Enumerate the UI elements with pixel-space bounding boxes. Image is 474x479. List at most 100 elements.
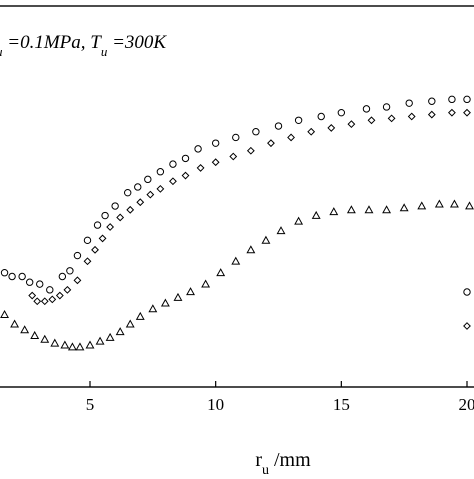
x-axis-title: ru /mm: [255, 449, 311, 474]
data-points: [1, 96, 473, 350]
circle-point: [59, 273, 65, 279]
triangle-point: [348, 206, 355, 212]
circle-point: [67, 268, 73, 274]
triangle-point: [61, 341, 68, 347]
circle-point: [338, 109, 344, 115]
triangle-point: [313, 212, 320, 218]
triangle-point: [401, 204, 408, 210]
triangle-point: [174, 294, 181, 300]
triangle-point: [51, 340, 58, 346]
circle-point: [170, 161, 176, 167]
circle-point: [125, 189, 131, 195]
triangle-point: [96, 338, 103, 344]
triangle-point: [149, 305, 156, 311]
diamond-point: [388, 115, 394, 121]
triangle-point: [76, 343, 83, 349]
triangle-point: [137, 313, 144, 319]
triangle-point: [466, 202, 473, 208]
diamond-point: [328, 125, 334, 131]
x-tick-label: 10: [207, 395, 224, 414]
x-tick-label: 5: [86, 395, 95, 414]
circle-point: [1, 270, 7, 276]
diamond-point: [197, 165, 203, 171]
legend: [464, 289, 470, 329]
diamond-point: [288, 134, 294, 140]
diamond-point: [84, 258, 90, 264]
diamond-point: [117, 214, 123, 220]
circle-point: [135, 184, 141, 190]
plot-frame: [0, 6, 474, 387]
triangle-point: [1, 311, 8, 317]
triangle-point: [277, 227, 284, 233]
circle-point: [233, 134, 239, 140]
diamond-point: [268, 140, 274, 146]
diamond-point: [464, 109, 470, 115]
circle-point: [383, 104, 389, 110]
triangle-point: [11, 321, 18, 327]
triangle-point: [418, 202, 425, 208]
circle-point: [253, 129, 259, 135]
diamond-point: [137, 199, 143, 205]
circle-point: [449, 96, 455, 102]
circle-point: [102, 212, 108, 218]
diamond-point: [57, 292, 63, 298]
diamond-point: [308, 129, 314, 135]
diamond-point: [409, 113, 415, 119]
circle-point: [464, 289, 470, 295]
circle-point: [195, 146, 201, 152]
triangle-point: [383, 206, 390, 212]
diamond-point: [29, 292, 35, 298]
diamond-point: [92, 247, 98, 253]
diamond-point: [248, 148, 254, 154]
triangle-point: [451, 201, 458, 207]
diamond-point: [368, 117, 374, 123]
diamond-point: [147, 191, 153, 197]
circle-point: [47, 287, 53, 293]
triangle-point: [69, 343, 76, 349]
triangle-point: [31, 332, 38, 338]
triangle-point: [202, 281, 209, 287]
diamond-point: [49, 296, 55, 302]
circle-point: [464, 96, 470, 102]
circle-point: [19, 273, 25, 279]
x-tick-label: 20: [459, 395, 474, 414]
diamond-point: [64, 287, 70, 293]
triangle-point: [247, 246, 254, 252]
circle-point: [406, 100, 412, 106]
triangle-point: [162, 300, 169, 306]
plot-border: [0, 6, 474, 387]
triangle-point: [117, 328, 124, 334]
triangle-point: [187, 288, 194, 294]
circle-point: [429, 98, 435, 104]
circle-point: [275, 123, 281, 129]
circle-point: [37, 281, 43, 287]
diamond-point: [464, 323, 470, 329]
circle-point: [212, 140, 218, 146]
triangle-point: [436, 201, 443, 207]
diamond-point: [74, 277, 80, 283]
diamond-point: [212, 159, 218, 165]
triangle-point: [330, 208, 337, 214]
triangle-point: [21, 326, 28, 332]
triangle-point: [86, 341, 93, 347]
diamond-point: [449, 109, 455, 115]
triangle-point: [127, 321, 134, 327]
circle-point: [157, 169, 163, 175]
condition-annotation: u =0.1MPa, Tu =300K: [0, 32, 167, 59]
circle-point: [9, 273, 15, 279]
triangle-point: [217, 269, 224, 275]
triangle-point: [107, 334, 114, 340]
circle-point: [26, 279, 32, 285]
triangle-point: [262, 237, 269, 243]
diamond-point: [107, 224, 113, 230]
diamond-point: [34, 298, 40, 304]
diamond-point: [42, 298, 48, 304]
diamond-point: [429, 111, 435, 117]
circle-point: [74, 252, 80, 258]
circle-point: [182, 155, 188, 161]
circle-point: [363, 106, 369, 112]
circle-point: [94, 222, 100, 228]
circle-point: [145, 176, 151, 182]
